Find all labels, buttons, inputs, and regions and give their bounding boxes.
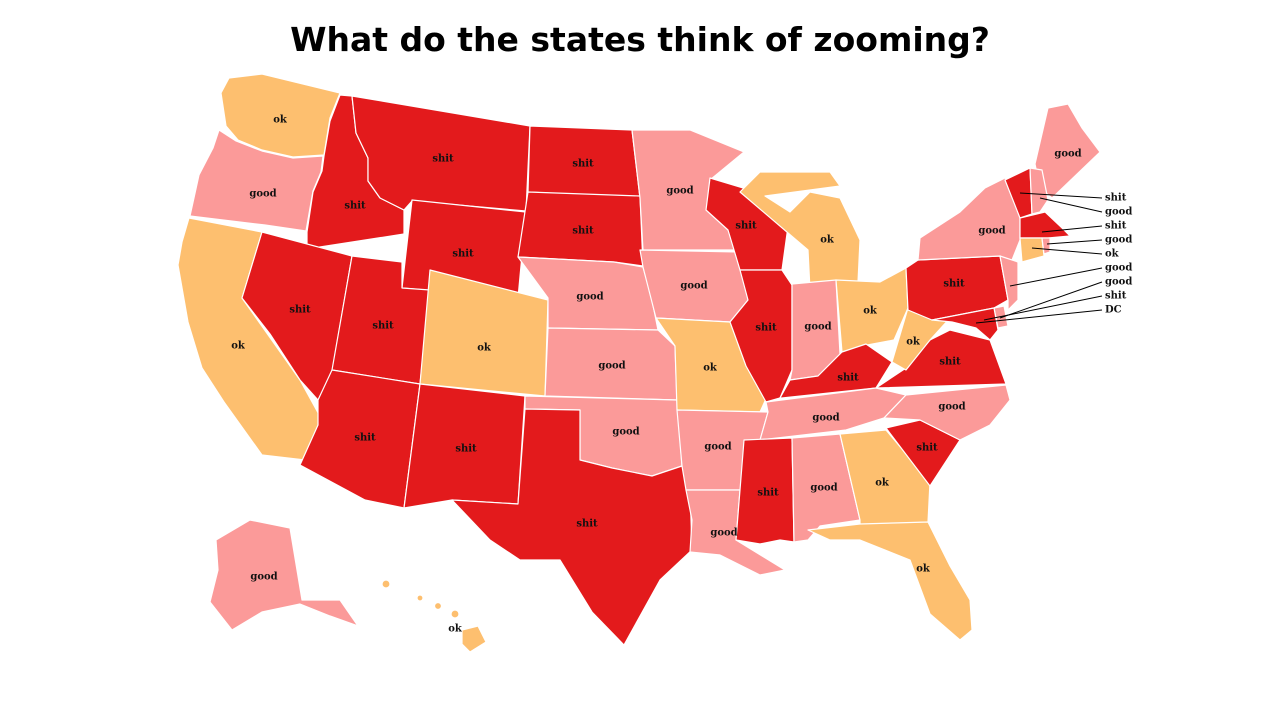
state-ri: [1041, 237, 1051, 255]
label-ny: good: [978, 226, 1005, 237]
state-ct: [1019, 237, 1045, 263]
state-nh: [1029, 167, 1049, 215]
state-ak: [209, 519, 359, 631]
callout-ma: shit: [1105, 221, 1127, 232]
label-va: shit: [939, 357, 961, 368]
label-sd: shit: [572, 226, 594, 237]
label-al: good: [810, 483, 837, 494]
callout-ri: good: [1105, 235, 1132, 246]
label-az: shit: [354, 433, 376, 444]
label-ak: good: [250, 572, 277, 583]
label-hi: ok: [448, 624, 463, 635]
label-fl: ok: [916, 564, 931, 575]
state-ny: [917, 177, 1021, 266]
label-ky: shit: [837, 373, 859, 384]
label-or: good: [249, 189, 276, 200]
label-nv: shit: [289, 305, 311, 316]
callout-nh: good: [1105, 207, 1132, 218]
state-tn: [759, 387, 907, 441]
state-md: [931, 307, 999, 341]
label-nc: good: [938, 402, 965, 413]
state-nc: [883, 384, 1011, 441]
label-id: shit: [344, 201, 366, 212]
label-mn: good: [666, 186, 693, 197]
state-tx: [451, 408, 693, 646]
callout-de: good: [1105, 277, 1132, 288]
label-ca: ok: [231, 341, 246, 352]
label-in: good: [804, 322, 831, 333]
callout-dc: DC: [1105, 305, 1122, 316]
state-co: [419, 269, 549, 397]
leader-nj: [1009, 267, 1103, 287]
label-co: ok: [477, 343, 492, 354]
callout-vt: shit: [1105, 193, 1127, 204]
state-hi: [381, 579, 487, 653]
label-mt: shit: [432, 154, 454, 165]
label-ms: shit: [757, 488, 779, 499]
label-wv: ok: [906, 337, 921, 348]
leader-ri: [1046, 239, 1103, 245]
state-nj: [999, 255, 1019, 311]
label-ne: good: [576, 292, 603, 303]
state-wa: [220, 73, 341, 158]
state-mt: [351, 95, 531, 212]
callout-nj: good: [1105, 263, 1132, 274]
label-la: good: [710, 528, 737, 539]
label-ar: good: [704, 442, 731, 453]
label-pa: shit: [943, 279, 965, 290]
label-ga: ok: [875, 478, 890, 489]
hi-island-3: [433, 601, 443, 611]
leader-ma: [1041, 225, 1103, 233]
leader-nh: [1039, 197, 1103, 213]
label-mo: ok: [703, 363, 718, 374]
leader-ct: [1031, 247, 1103, 255]
map-title: What do the states think of zooming?: [290, 20, 990, 59]
state-fl: [807, 521, 973, 641]
label-ut: shit: [372, 321, 394, 332]
hi-island-2: [416, 594, 424, 602]
label-ok: good: [612, 427, 639, 438]
label-mi: ok: [820, 235, 835, 246]
hi-island-4: [450, 609, 460, 619]
hi-island-5: [461, 625, 487, 653]
callout-md: shit: [1105, 291, 1127, 302]
label-wy: shit: [452, 249, 474, 260]
label-wi: shit: [735, 221, 757, 232]
leader-md: [983, 295, 1103, 321]
callout-ct: ok: [1105, 249, 1120, 260]
leader-dc: [975, 309, 1103, 324]
leader-vt: [1019, 192, 1103, 199]
label-me: good: [1054, 149, 1081, 160]
label-wa: ok: [273, 115, 288, 126]
label-sc: shit: [916, 443, 938, 454]
label-ia: good: [680, 281, 707, 292]
state-il: [729, 269, 793, 403]
state-ma: [1019, 211, 1071, 239]
label-ks: good: [598, 361, 625, 372]
label-nm: shit: [455, 444, 477, 455]
label-tn: good: [812, 413, 839, 424]
leader-de: [999, 281, 1103, 319]
label-oh: ok: [863, 306, 878, 317]
label-tx: shit: [576, 519, 598, 530]
hi-island-1: [381, 579, 391, 589]
label-il: shit: [755, 323, 777, 334]
label-nd: shit: [572, 159, 594, 170]
